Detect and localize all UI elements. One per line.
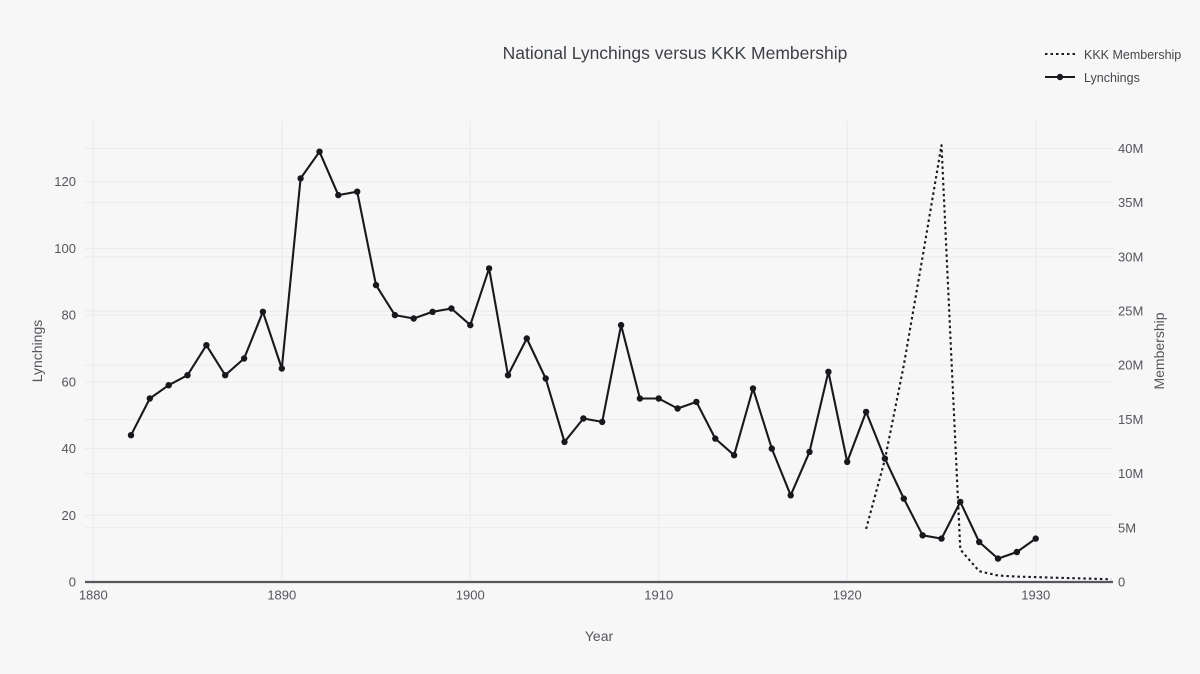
data-point[interactable] bbox=[335, 191, 342, 199]
data-point[interactable] bbox=[297, 175, 304, 182]
data-point[interactable] bbox=[862, 408, 870, 416]
left-y-tick-label: 0 bbox=[69, 575, 76, 590]
legend: KKK Membership Lynchings bbox=[1044, 46, 1181, 87]
data-point[interactable] bbox=[957, 498, 964, 506]
data-point[interactable] bbox=[900, 495, 907, 502]
legend-label: Lynchings bbox=[1084, 71, 1140, 85]
data-point[interactable] bbox=[504, 372, 512, 379]
x-tick-label: 1880 bbox=[79, 588, 108, 603]
data-point[interactable] bbox=[391, 311, 399, 319]
legend-item-lynchings[interactable]: Lynchings bbox=[1044, 69, 1181, 87]
data-point[interactable] bbox=[730, 452, 738, 459]
data-point[interactable] bbox=[617, 321, 625, 329]
left-y-tick-label: 80 bbox=[62, 308, 76, 323]
data-point[interactable] bbox=[165, 382, 172, 389]
data-point[interactable] bbox=[429, 308, 436, 315]
left-y-tick-label: 20 bbox=[62, 508, 76, 523]
right-y-tick-label: 35M bbox=[1118, 195, 1143, 210]
chart-title: National Lynchings versus KKK Membership bbox=[502, 43, 848, 63]
data-point[interactable] bbox=[636, 395, 644, 402]
right-y-axis-title: Membership bbox=[1151, 312, 1167, 390]
data-point[interactable] bbox=[240, 355, 248, 362]
right-y-tick-label: 10M bbox=[1118, 466, 1143, 481]
data-point[interactable] bbox=[372, 281, 380, 289]
data-point[interactable] bbox=[825, 368, 832, 375]
right-y-tick-label: 15M bbox=[1118, 412, 1143, 427]
left-y-tick-label: 100 bbox=[54, 241, 76, 256]
right-y-tick-label: 25M bbox=[1118, 304, 1143, 319]
right-y-tick-label: 30M bbox=[1118, 249, 1143, 264]
data-point[interactable] bbox=[1013, 548, 1021, 556]
x-tick-label: 1920 bbox=[833, 588, 862, 603]
data-point[interactable] bbox=[127, 432, 135, 439]
data-point[interactable] bbox=[222, 372, 229, 379]
data-point[interactable] bbox=[749, 385, 757, 392]
solid-line-marker-sample-icon bbox=[1044, 69, 1076, 87]
left-y-tick-label: 40 bbox=[62, 441, 76, 456]
data-point[interactable] bbox=[448, 305, 455, 312]
x-tick-label: 1930 bbox=[1021, 588, 1050, 603]
data-point[interactable] bbox=[203, 342, 210, 349]
data-point[interactable] bbox=[485, 265, 493, 272]
data-point[interactable] bbox=[561, 438, 568, 446]
right-y-tick-label: 0 bbox=[1118, 575, 1125, 590]
data-point[interactable] bbox=[919, 532, 926, 539]
data-point[interactable] bbox=[1032, 535, 1039, 542]
right-y-tick-label: 20M bbox=[1118, 358, 1143, 373]
right-y-tick-label: 40M bbox=[1118, 141, 1143, 156]
data-point[interactable] bbox=[768, 445, 775, 452]
data-point[interactable] bbox=[674, 405, 681, 412]
data-point[interactable] bbox=[580, 415, 587, 422]
x-tick-label: 1900 bbox=[456, 588, 485, 603]
data-point[interactable] bbox=[881, 455, 889, 462]
data-point[interactable] bbox=[599, 418, 606, 426]
right-y-tick-label: 5M bbox=[1118, 520, 1136, 535]
x-tick-label: 1910 bbox=[644, 588, 673, 603]
left-y-tick-label: 60 bbox=[62, 374, 76, 389]
data-point[interactable] bbox=[976, 538, 983, 546]
data-point[interactable] bbox=[467, 321, 474, 329]
data-point[interactable] bbox=[316, 148, 323, 155]
data-point[interactable] bbox=[994, 555, 1002, 562]
data-point[interactable] bbox=[787, 492, 794, 499]
plot-area[interactable] bbox=[85, 121, 1113, 582]
data-point[interactable] bbox=[938, 535, 945, 542]
data-point[interactable] bbox=[693, 398, 700, 406]
data-point[interactable] bbox=[259, 308, 267, 315]
data-point[interactable] bbox=[806, 448, 813, 456]
left-y-tick-label: 120 bbox=[54, 174, 76, 189]
data-point[interactable] bbox=[712, 435, 719, 442]
data-point[interactable] bbox=[146, 395, 153, 402]
left-y-axis-title: Lynchings bbox=[29, 319, 45, 383]
legend-item-kkk-membership[interactable]: KKK Membership bbox=[1044, 46, 1181, 64]
data-point[interactable] bbox=[844, 458, 851, 466]
data-point[interactable] bbox=[184, 372, 191, 379]
x-tick-label: 1890 bbox=[267, 588, 296, 603]
data-point[interactable] bbox=[410, 315, 417, 322]
x-axis-title: Year bbox=[584, 628, 614, 644]
data-point[interactable] bbox=[523, 335, 530, 342]
data-point[interactable] bbox=[278, 365, 285, 372]
data-point[interactable] bbox=[542, 375, 549, 382]
data-point[interactable] bbox=[655, 395, 662, 402]
legend-label: KKK Membership bbox=[1084, 48, 1182, 62]
data-point[interactable] bbox=[354, 188, 361, 195]
